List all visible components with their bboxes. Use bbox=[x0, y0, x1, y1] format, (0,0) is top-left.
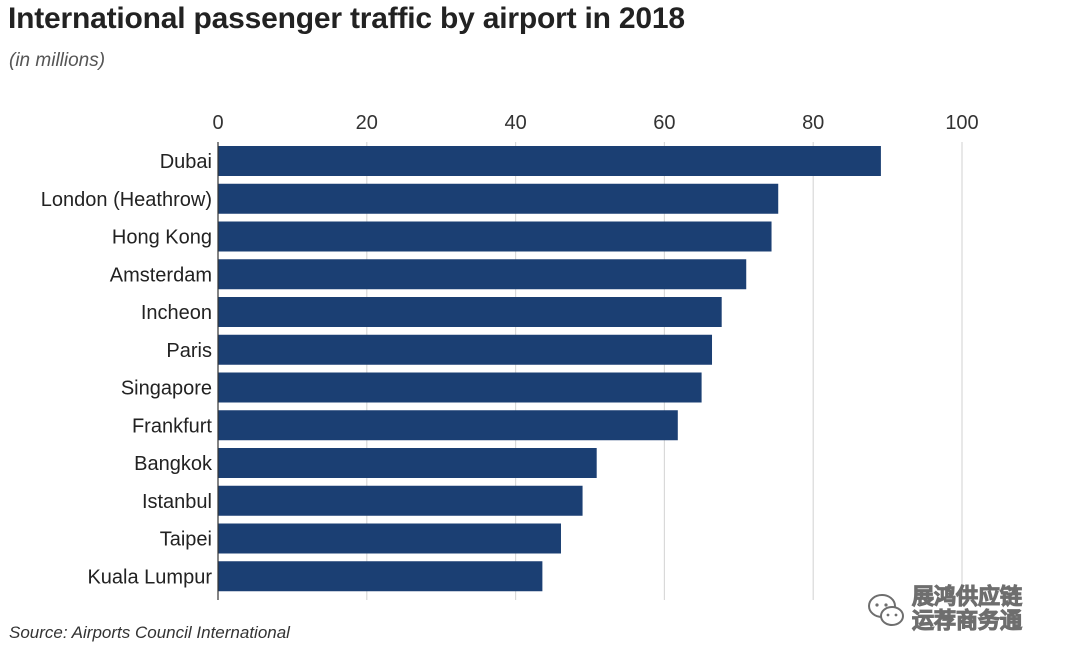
chart-title: International passenger traffic by airpo… bbox=[8, 2, 685, 35]
bar-0 bbox=[218, 146, 881, 176]
category-label-8: Bangkok bbox=[134, 453, 213, 475]
bar-5 bbox=[218, 334, 713, 365]
bar-10 bbox=[218, 523, 561, 554]
category-label-1: London (Heathrow) bbox=[41, 189, 212, 211]
category-label-7: Frankfurt bbox=[132, 415, 212, 437]
bar-7 bbox=[218, 410, 678, 441]
bar-6 bbox=[218, 372, 702, 403]
bar-1 bbox=[218, 183, 779, 214]
x-tick-label-80: 80 bbox=[802, 112, 824, 134]
chat-bubbles-icon bbox=[868, 594, 904, 626]
bar-8 bbox=[218, 448, 597, 478]
watermark-line-2: 运荐商务通 bbox=[911, 609, 1023, 634]
x-tick-label-60: 60 bbox=[653, 112, 675, 134]
watermark-line-1: 展鸿供应链 bbox=[911, 585, 1023, 610]
chart-subtitle: (in millions) bbox=[9, 50, 106, 71]
bar-4 bbox=[218, 297, 722, 327]
labels: 0 20 40 60 80 100 Dubai London (Heathrow) Hong K… bbox=[41, 112, 979, 588]
category-label-0: Dubai bbox=[160, 151, 212, 173]
watermark: 展鸿供应链 运荐商务通 bbox=[866, 582, 1076, 638]
bar-11 bbox=[218, 561, 543, 592]
category-label-3: Amsterdam bbox=[110, 264, 212, 286]
category-label-6: Singapore bbox=[121, 378, 212, 400]
category-label-11: Kuala Lumpur bbox=[87, 566, 212, 588]
bar-2 bbox=[218, 221, 772, 252]
bar-9 bbox=[218, 485, 583, 516]
x-tick-label-20: 20 bbox=[356, 112, 378, 134]
bar-3 bbox=[218, 259, 747, 290]
category-label-5: Paris bbox=[166, 340, 212, 362]
category-label-4: Incheon bbox=[141, 302, 212, 324]
category-label-2: Hong Kong bbox=[112, 227, 212, 249]
category-label-10: Taipei bbox=[160, 529, 212, 551]
x-tick-label-0: 0 bbox=[212, 112, 223, 134]
bars bbox=[218, 146, 881, 592]
category-label-9: Istanbul bbox=[142, 491, 212, 513]
source-note: Source: Airports Council International bbox=[9, 623, 290, 642]
x-tick-label-40: 40 bbox=[504, 112, 526, 134]
x-tick-label-100: 100 bbox=[945, 112, 978, 134]
